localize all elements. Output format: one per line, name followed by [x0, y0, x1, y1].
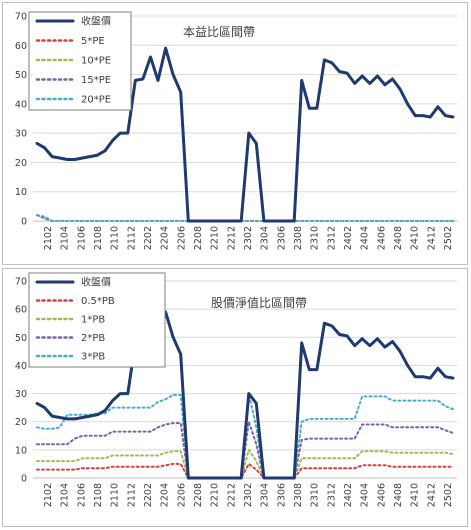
x-tick-label: 2304 — [260, 483, 271, 507]
series-line-1 — [36, 462, 454, 479]
x-tick-label: 2206 — [176, 226, 187, 250]
x-tick-label: 2404 — [360, 226, 371, 250]
y-tick-label: 50 — [15, 70, 27, 81]
x-tick-label: 2312 — [326, 483, 337, 507]
x-tick-label: 2310 — [310, 226, 321, 250]
x-tick-label: 2112 — [126, 483, 137, 507]
series-line-2 — [36, 448, 454, 479]
y-tick-label: 10 — [15, 187, 27, 198]
x-tick-label: 2308 — [293, 483, 304, 507]
x-tick-label: 2208 — [193, 226, 204, 250]
x-tick-label: 2110 — [110, 483, 121, 507]
legend-box — [28, 272, 166, 368]
y-tick-label: 40 — [15, 361, 27, 372]
y-tick-label: 60 — [15, 41, 27, 52]
legend: 收盤價 5*PE 10*PE 15*PE 20*PE — [28, 11, 132, 111]
x-tick-label: 2204 — [160, 483, 171, 507]
x-tick-label: 2202 — [143, 483, 154, 507]
x-tick-label: 2208 — [193, 483, 204, 507]
series-line-0 — [35, 46, 455, 223]
x-tick-label: 2306 — [276, 483, 287, 507]
x-tick-label: 2206 — [176, 483, 187, 507]
legend-label: 3*PB — [81, 352, 105, 363]
y-tick-label: 30 — [15, 129, 27, 140]
x-tick-label: 2102 — [43, 483, 54, 507]
legend-label: 1*PB — [81, 315, 105, 326]
y-tick-label: 0 — [21, 474, 27, 485]
x-tick-label: 2502 — [443, 483, 454, 507]
x-tick-label: 2210 — [210, 483, 221, 507]
pe-band-chart-panel: 0 10 20 30 40 50 60 70 2102 2104 2106 2108 2110 2112 2… — [2, 2, 468, 265]
x-tick-label: 2310 — [310, 483, 321, 507]
x-tick-label: 2108 — [93, 226, 104, 250]
legend-label: 2*PB — [81, 333, 105, 344]
x-tick-label: 2308 — [293, 226, 304, 250]
x-tick-label: 2302 — [243, 483, 254, 507]
y-tick-label: 70 — [15, 277, 27, 288]
x-tick-label: 2502 — [443, 226, 454, 250]
x-tick-label: 2312 — [326, 226, 337, 250]
y-tick-label: 70 — [15, 12, 27, 23]
pb-band-chart-panel: 0 10 20 30 40 50 60 70 2102 2104 2106 2108 2110 2112 2… — [2, 268, 468, 527]
x-tick-label: 2408 — [393, 226, 404, 250]
x-tick-label: 2202 — [143, 226, 154, 250]
x-tick-label: 2204 — [160, 226, 171, 250]
x-tick-label: 2412 — [426, 483, 437, 507]
legend-box — [28, 11, 132, 111]
x-tick-label: 2110 — [110, 226, 121, 250]
x-tick-label: 2406 — [376, 226, 387, 250]
x-tick-label: 2304 — [260, 226, 271, 250]
y-tick-label: 60 — [15, 305, 27, 316]
x-tick-label: 2302 — [243, 226, 254, 250]
y-tick-label: 50 — [15, 333, 27, 344]
series-line-4 — [36, 214, 454, 222]
x-tick-label: 2408 — [393, 483, 404, 507]
x-tick-label: 2106 — [76, 483, 87, 507]
y-tick-label: 20 — [15, 158, 27, 169]
x-tick-label: 2104 — [60, 226, 71, 250]
x-tick-label: 2108 — [93, 483, 104, 507]
x-tick-label: 2410 — [410, 483, 421, 507]
x-tick-label: 2210 — [210, 226, 221, 250]
y-tick-label: 10 — [15, 445, 27, 456]
x-tick-label: 2406 — [376, 483, 387, 507]
x-tick-label: 2402 — [343, 483, 354, 507]
x-tick-label: 2212 — [226, 226, 237, 250]
legend-label: 0.5*PB — [81, 296, 115, 307]
legend-label: 15*PE — [81, 75, 111, 86]
legend: 收盤價 0.5*PB 1*PB 2*PB 3*PB — [28, 272, 166, 368]
y-tick-label: 20 — [15, 417, 27, 428]
legend-label: 10*PE — [81, 56, 111, 67]
x-tick-label: 2104 — [60, 483, 71, 507]
x-tick-label: 2306 — [276, 226, 287, 250]
x-tick-label: 2402 — [343, 226, 354, 250]
x-tick-label: 2106 — [76, 226, 87, 250]
x-tick-label: 2404 — [360, 483, 371, 507]
chart-title: 本益比區間帶 — [183, 25, 255, 39]
legend-label: 5*PE — [81, 36, 105, 47]
legend-label: 收盤價 — [81, 276, 111, 289]
chart-title: 股價淨值比區間帶 — [211, 295, 307, 310]
pb-band-chart: 0 10 20 30 40 50 60 70 2102 2104 2106 2108 2110 2112 2… — [15, 272, 457, 507]
x-tick-label: 2412 — [426, 226, 437, 250]
legend-label: 20*PE — [81, 95, 111, 106]
x-tick-label: 2112 — [126, 226, 137, 250]
legend-label: 收盤價 — [81, 15, 111, 28]
pe-band-chart: 0 10 20 30 40 50 60 70 2102 2104 2106 2108 2110 2112 2… — [15, 11, 457, 250]
x-tick-label: 2410 — [410, 226, 421, 250]
y-tick-label: 40 — [15, 99, 27, 110]
y-tick-label: 0 — [21, 217, 27, 228]
series-line-0 — [35, 310, 455, 480]
y-tick-label: 30 — [15, 389, 27, 400]
x-tick-label: 2102 — [43, 226, 54, 250]
x-tick-label: 2212 — [226, 483, 237, 507]
